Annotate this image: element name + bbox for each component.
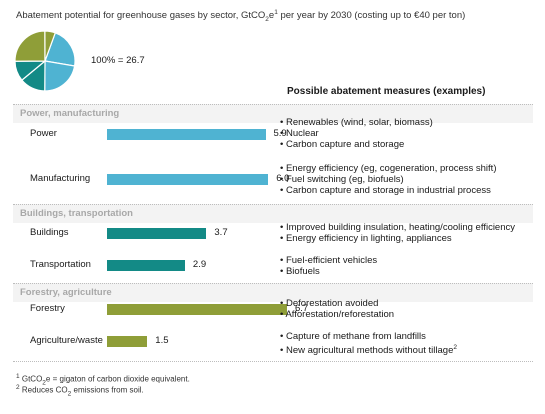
- measure-item: • Deforestation avoided: [280, 298, 379, 309]
- pie-slice: [44, 60, 76, 92]
- bar: [107, 336, 148, 347]
- measures-buildings: • Improved building insulation, heating/…: [280, 222, 515, 244]
- measures-agriculture: • Capture of methane from landfills • Ne…: [280, 331, 457, 356]
- section-header-bg: [13, 283, 533, 302]
- bar-value-label: 2.9: [192, 259, 207, 270]
- measure-item: • New agricultural methods without tilla…: [280, 344, 457, 357]
- bar-label: Transportation: [30, 259, 91, 270]
- bar-label: Forestry: [30, 303, 65, 314]
- measure-item: • Capture of methane from landfills: [280, 331, 426, 342]
- measure-item: • Fuel-efficient vehicles: [280, 255, 378, 266]
- bar: [107, 174, 269, 185]
- total-label: 100% = 26.7: [91, 55, 145, 66]
- measure-item: • Fuel switching (eg, biofuels): [280, 174, 404, 185]
- bar-label: Agriculture/waste: [30, 335, 103, 346]
- measure-item: • Carbon capture and storage: [280, 139, 405, 150]
- section-label: Power, manufacturing: [20, 108, 120, 119]
- footnote-1: 1 GtCO2e = gigaton of carbon dioxide equ…: [16, 373, 190, 387]
- bar-value-label: 6.0: [276, 173, 290, 184]
- bottom-divider: [13, 361, 533, 362]
- pie-slice: [44, 30, 57, 62]
- bar: [107, 129, 266, 140]
- bar-value-label: 3.7: [214, 227, 228, 238]
- measure-item: • Improved building insulation, heating/…: [280, 222, 515, 233]
- section-header-bg: [13, 104, 533, 123]
- bar-label: Power: [30, 128, 57, 139]
- sector-share-pie: [14, 30, 76, 92]
- chart-title: Abatement potential for greenhouse gases…: [16, 9, 466, 24]
- measures-manufacturing: • Energy efficiency (eg, cogeneration, p…: [280, 163, 496, 196]
- section-header-bg: [13, 204, 533, 223]
- measure-item: • Energy efficiency in lighting, applian…: [280, 233, 452, 244]
- measures-header: Possible abatement measures (examples): [287, 86, 486, 97]
- measure-item: • Renewables (wind, solar, biomass): [280, 117, 433, 128]
- bar: [107, 228, 207, 239]
- bar: [107, 304, 287, 315]
- measures-transportation: • Fuel-efficient vehicles • Biofuels: [280, 255, 377, 277]
- measure-item: • Nuclear: [280, 128, 319, 139]
- section-divider: [13, 204, 533, 205]
- bar-value-label: 6.7: [295, 303, 309, 314]
- bar-label: Manufacturing: [30, 173, 91, 184]
- measure-item: • Carbon capture and storage in industri…: [280, 185, 491, 196]
- pie-slice: [14, 30, 46, 62]
- bar-value-label: 5.9: [273, 128, 287, 139]
- measure-item: • Energy efficiency (eg, cogeneration, p…: [280, 163, 497, 174]
- bar-label: Buildings: [30, 227, 69, 238]
- measures-power: • Renewables (wind, solar, biomass) • Nu…: [280, 117, 433, 150]
- section-divider: [13, 104, 533, 105]
- measures-forestry: • Deforestation avoided • Afforestation/…: [280, 298, 394, 320]
- section-label: Buildings, transportation: [20, 208, 133, 219]
- measure-item: • Biofuels: [280, 266, 320, 277]
- section-divider: [13, 283, 533, 284]
- measure-item: • Afforestation/reforestation: [280, 309, 395, 320]
- section-label: Forestry, agriculture: [20, 287, 112, 298]
- bar: [107, 260, 185, 271]
- footnote-2: 2 Reduces CO2 emissions from soil.: [16, 384, 144, 398]
- bar-value-label: 1.5: [155, 335, 169, 346]
